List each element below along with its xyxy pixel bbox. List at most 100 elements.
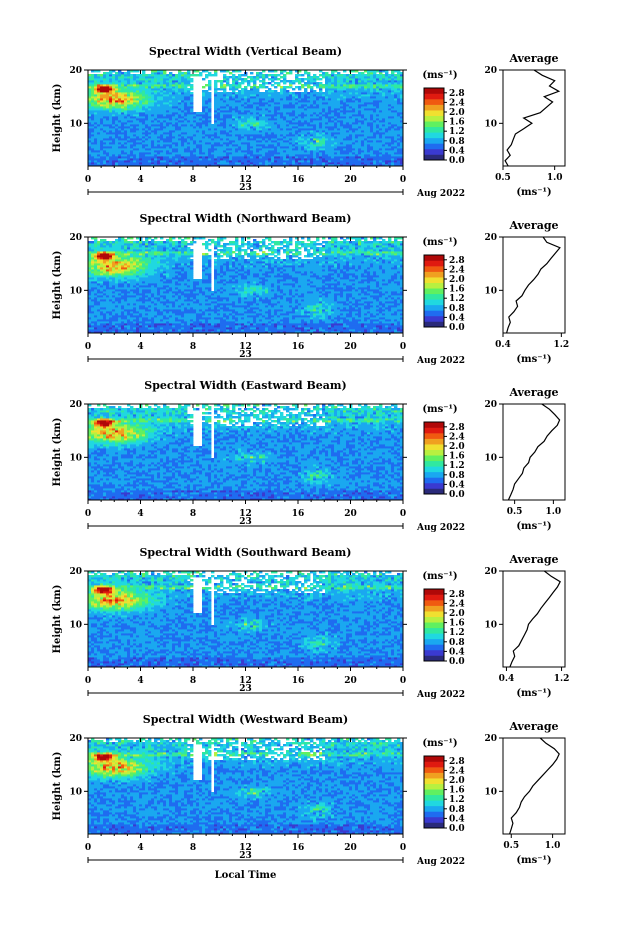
heatmap-cell (259, 72, 262, 74)
heatmap-cell (301, 74, 304, 76)
heatmap-cell (271, 74, 274, 76)
heatmap-cell (337, 72, 340, 74)
colorbar-unit: (ms⁻¹) (422, 70, 457, 81)
average-x-tick-label: 0.5 (495, 173, 511, 183)
colorbar-swatch (424, 94, 444, 100)
heatmap-cell (265, 90, 268, 92)
heatmap-cell (217, 80, 220, 82)
heatmap-cell (322, 84, 325, 86)
heatmap-cell (112, 74, 115, 76)
heatmap-cell (145, 74, 148, 76)
heatmap-cell (229, 92, 232, 94)
heatmap-cell (316, 76, 319, 78)
heatmap-cell (190, 74, 193, 76)
heatmap-cell (265, 82, 268, 84)
heatmap-cell (289, 92, 292, 94)
average-y-tick-label: 20 (484, 66, 497, 76)
heatmap-cell (265, 74, 268, 76)
heatmap-cell (175, 74, 178, 76)
heatmap-cell (253, 76, 256, 78)
heatmap-cell (319, 78, 322, 80)
heatmap-cell (313, 74, 316, 76)
heatmap-cell (277, 78, 280, 80)
heatmap-cells (88, 70, 403, 166)
heatmap-cell (235, 92, 238, 94)
heatmap-cell (172, 74, 175, 76)
heatmap-cell (277, 92, 280, 94)
heatmap-cell (202, 78, 205, 80)
heatmap-cell (241, 78, 244, 80)
heatmap-cell (322, 72, 325, 74)
colorbar-tick-label: 1.6 (449, 118, 465, 128)
x-tick-label: 0 (85, 175, 91, 185)
heatmap-cell (319, 82, 322, 84)
x-tick-label: 16 (292, 175, 305, 185)
average-y-tick-label: 10 (484, 119, 497, 129)
heatmap-cell (298, 78, 301, 80)
heatmap-cell (316, 82, 319, 84)
colorbar-tick-label: 2.4 (449, 98, 465, 108)
heatmap-cell (271, 90, 274, 92)
heatmap-cell (199, 112, 202, 114)
heatmap-cell (349, 74, 352, 76)
heatmap-cell (202, 90, 205, 92)
heatmap-cell (193, 112, 196, 114)
x-tick-label: 4 (137, 175, 143, 185)
heatmap-cell (106, 72, 109, 74)
heatmap-cell (394, 74, 397, 76)
colorbar-swatch (424, 149, 444, 155)
heatmap-cell (241, 88, 244, 90)
heatmap-cell (274, 86, 277, 88)
heatmap-cell (304, 82, 307, 84)
heatmap-cell (232, 74, 235, 76)
y-tick-label: 20 (69, 66, 82, 76)
heatmap-cell (223, 74, 226, 76)
heatmap-cell (211, 124, 214, 126)
heatmap-cell (322, 92, 325, 94)
colorbar-swatch (424, 121, 444, 127)
heatmap-cell (193, 74, 196, 76)
heatmap-cell (229, 76, 232, 78)
heatmap-cell (286, 72, 289, 74)
heatmap-cell (268, 82, 271, 84)
heatmap-cell (274, 90, 277, 92)
heatmap-cell (376, 74, 379, 76)
heatmap-cell (94, 74, 97, 76)
heatmap-cell (88, 74, 91, 76)
colorbar-swatch (424, 116, 444, 122)
heatmap-cell (187, 88, 190, 90)
heatmap-cell (343, 74, 346, 76)
heatmap-cell (268, 88, 271, 90)
colorbar-swatch (424, 88, 444, 94)
colorbar-swatch (424, 99, 444, 105)
x-tick-label: 8 (190, 175, 196, 185)
heatmap-cell (184, 72, 187, 74)
heatmap-cell (139, 74, 142, 76)
colorbar-tick-label: 2.8 (449, 89, 465, 99)
heatmap-cell (226, 92, 229, 94)
heatmap-cell (259, 84, 262, 86)
heatmap-cell (238, 90, 241, 92)
day-label: 23 (239, 183, 252, 193)
heatmap-cell (301, 84, 304, 86)
average-title: Average (508, 52, 558, 65)
colorbar-swatch (424, 138, 444, 144)
heatmap-cell (355, 74, 358, 76)
heatmap-cell (241, 74, 244, 76)
heatmap-cell (208, 72, 211, 74)
heatmap-cell (250, 72, 253, 74)
heatmap-cell (247, 90, 250, 92)
colorbar-swatch (424, 143, 444, 149)
heatmap-cell (262, 74, 265, 76)
colorbar-tick-label: 1.2 (449, 127, 465, 137)
y-axis-label: Height (km) (52, 84, 63, 153)
heatmap-cell (328, 74, 331, 76)
heatmap-cell (292, 92, 295, 94)
heatmap-cell (280, 80, 283, 82)
heatmap-cell (205, 74, 208, 76)
heatmap-cell (124, 72, 127, 74)
heatmap-cell (295, 92, 298, 94)
heatmap-cell (310, 76, 313, 78)
